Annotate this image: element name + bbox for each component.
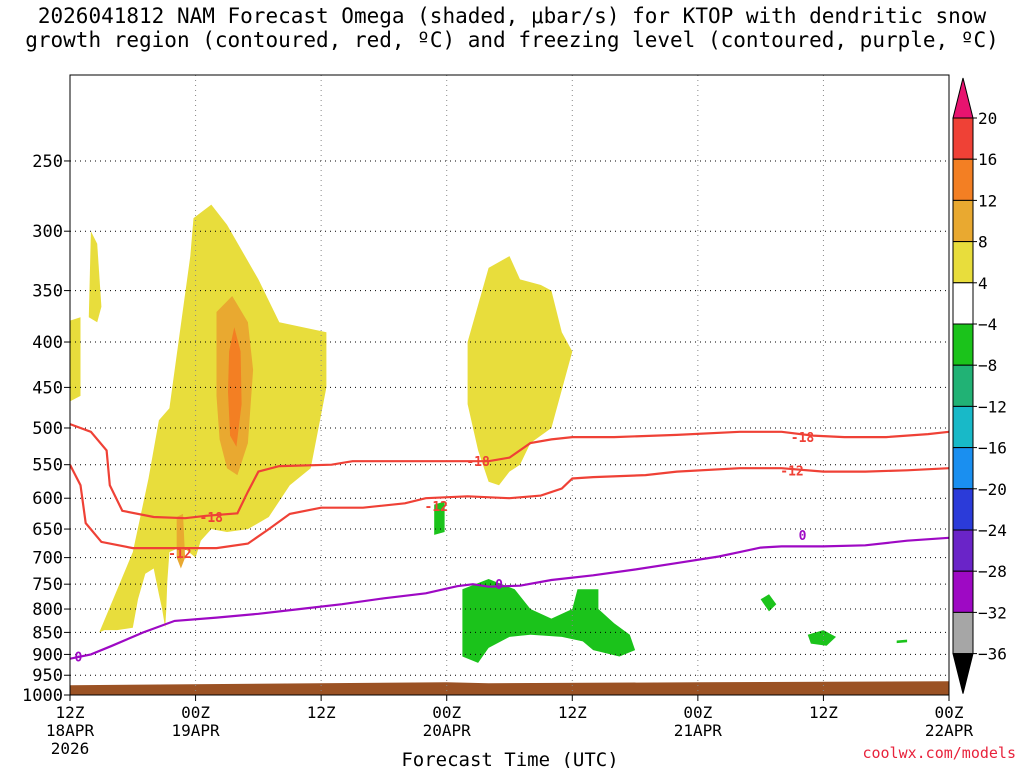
omega-region-8: [462, 579, 636, 663]
title-line-2: growth region (contoured, red, ºC) and f…: [25, 28, 999, 52]
credit-text: coolwx.com/models: [862, 744, 1016, 762]
x-tick-label-5: 00Z: [683, 703, 712, 722]
x-tick-label-6: 12Z: [809, 703, 838, 722]
y-tick-label-1000: 1000: [22, 686, 63, 706]
colorbar-bin-11: [952, 529, 974, 572]
y-tick-label-300: 300: [32, 222, 63, 242]
colorbar: 20 16 12 8 4 −4 −8 −12 −16 −20 −24 −28 −32 −36: [952, 77, 1007, 694]
omega-shading: [70, 204, 908, 663]
y-tick-label-900: 900: [32, 645, 63, 665]
y-tick-label-500: 500: [32, 419, 63, 439]
colorbar-label-12: −32: [978, 603, 1007, 622]
contour-label: 0: [799, 529, 807, 544]
x-tick-label-0: 12Z: [56, 703, 85, 722]
x-tick-date-3: 20APR: [423, 721, 472, 740]
omega-region-6: [176, 513, 186, 569]
contour-line-minus18-0: [70, 423, 949, 520]
x-tick-label-3: 00Z: [432, 703, 461, 722]
colorbar-label-4: 4: [978, 274, 988, 293]
contour-line-0-2: [70, 536, 949, 660]
contour-label: -12: [168, 547, 191, 562]
x-tick-label-7: 00Z: [935, 703, 964, 722]
y-tick-label-700: 700: [32, 549, 63, 569]
y-axis: 2503003504004505005506006507007508008509…: [22, 152, 70, 706]
omega-region-0: [70, 317, 81, 402]
colorbar-bin-10: [952, 488, 974, 531]
colorbar-label-13: −36: [978, 645, 1007, 664]
colorbar-label-10: −24: [978, 521, 1007, 540]
omega-region-1: [88, 231, 102, 323]
y-tick-label-800: 800: [32, 600, 63, 620]
colorbar-bin-8: [952, 405, 974, 449]
colorbar-bin-4: [952, 241, 974, 284]
y-tick-label-450: 450: [32, 378, 63, 398]
x-tick-label-1: 00Z: [181, 703, 210, 722]
contour-label: 0: [495, 578, 503, 593]
x-axis-label: Forecast Time (UTC): [401, 749, 618, 768]
omega-region-3: [467, 256, 573, 486]
colorbar-bin-3: [952, 199, 974, 243]
colorbar-label-8: −16: [978, 439, 1007, 458]
colorbar-bottom-triangle: [952, 653, 974, 694]
omega-region-5: [228, 327, 242, 447]
colorbar-label-5: −4: [978, 315, 997, 334]
omega-region-10: [807, 630, 836, 646]
chart-title: 2026041812 NAM Forecast Omega (shaded, μ…: [0, 4, 1024, 52]
contour-lines: -18 -18 -18 -12 -12 -12 0 0 0: [70, 423, 949, 666]
colorbar-label-11: −28: [978, 562, 1007, 581]
y-tick-label-600: 600: [32, 489, 63, 509]
colorbar-bin-1: [952, 117, 974, 160]
y-tick-label-550: 550: [32, 456, 63, 476]
contour-label: -12: [425, 500, 448, 515]
contour-label: -18: [200, 511, 224, 526]
plot-frame: [69, 74, 950, 696]
contour-label: -18: [466, 455, 490, 470]
colorbar-label-7: −12: [978, 397, 1007, 416]
colorbar-bin-5: [952, 282, 974, 325]
colorbar-label-3: 8: [978, 233, 988, 252]
ground-fill: [70, 681, 949, 695]
colorbar-label-6: −8: [978, 356, 997, 375]
y-tick-label-750: 750: [32, 575, 63, 595]
y-tick-label-350: 350: [32, 282, 63, 302]
contour-label: 0: [74, 651, 82, 666]
y-tick-label-400: 400: [32, 333, 63, 353]
y-tick-label-950: 950: [32, 666, 63, 686]
colorbar-bin-9: [952, 447, 974, 490]
omega-region-11: [896, 639, 908, 644]
colorbar-label-9: −20: [978, 480, 1007, 499]
colorbar-label-2: 12: [978, 191, 997, 210]
x-tick-date-5: 21APR: [674, 721, 723, 740]
x-tick-date-7: 22APR: [925, 721, 974, 740]
colorbar-label-1: 16: [978, 150, 997, 169]
colorbar-bin-6: [952, 323, 974, 366]
x-tick-year-0: 2026: [51, 739, 90, 758]
x-tick-label-4: 12Z: [558, 703, 587, 722]
y-tick-label-850: 850: [32, 623, 63, 643]
colorbar-bin-2: [952, 158, 974, 201]
colorbar-bin-12: [952, 570, 974, 613]
x-tick-date-0: 18APR: [46, 721, 95, 740]
title-line-1: 2026041812 NAM Forecast Omega (shaded, μ…: [37, 4, 987, 28]
contour-label: -12: [780, 464, 803, 479]
x-tick-label-2: 12Z: [307, 703, 336, 722]
y-tick-label-250: 250: [32, 152, 63, 172]
omega-region-2: [99, 204, 327, 633]
colorbar-top-triangle: [952, 77, 974, 119]
omega-region-7: [434, 501, 445, 535]
omega-region-9: [760, 594, 777, 612]
colorbar-bin-7: [952, 364, 974, 407]
ground-layer: [70, 681, 949, 695]
contour-line-minus12-1: [70, 464, 949, 550]
y-tick-label-650: 650: [32, 520, 63, 540]
x-tick-date-1: 19APR: [171, 721, 220, 740]
contour-label: -18: [791, 431, 815, 446]
colorbar-bin-13: [952, 611, 974, 655]
colorbar-label-0: 20: [978, 109, 997, 128]
